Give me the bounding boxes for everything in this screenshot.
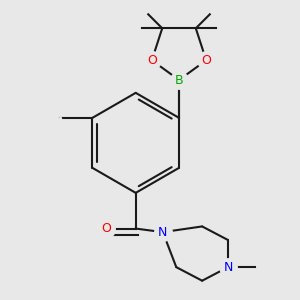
Text: N: N: [223, 261, 233, 274]
Text: O: O: [147, 54, 157, 67]
Text: N: N: [158, 226, 167, 238]
Text: O: O: [101, 222, 111, 235]
Text: O: O: [201, 54, 211, 67]
Text: B: B: [175, 74, 183, 86]
